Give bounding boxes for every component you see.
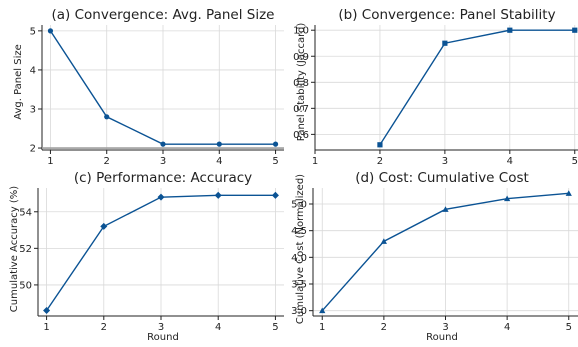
y-tick-label: 3.5 <box>291 280 307 291</box>
x-tick-label: 2 <box>381 322 387 333</box>
data-point <box>442 206 449 212</box>
data-point <box>507 27 513 33</box>
y-tick-label: 3 <box>30 104 36 115</box>
x-tick-label: 3 <box>442 322 448 333</box>
data-point <box>104 114 110 120</box>
data-point <box>272 141 279 147</box>
data-point <box>43 307 51 315</box>
x-tick-label: 5 <box>272 322 278 333</box>
x-tick-label: 1 <box>43 322 49 333</box>
y-tick-label: 0.7 <box>293 104 309 115</box>
data-point <box>565 190 572 196</box>
data-point <box>160 141 166 147</box>
chart-panel-convergence-avg-panel-size: (a) Convergence: Avg. Panel Size Avg. Pa… <box>13 7 284 167</box>
y-tick-label: 2 <box>30 144 36 155</box>
y-axis-label: Cumulative Accuracy (%) <box>9 186 20 312</box>
data-point <box>442 40 448 46</box>
y-axis-label: Cumulative Cost (Normalized) <box>295 174 306 324</box>
x-tick-label: 2 <box>101 322 107 333</box>
y-tick-label: 5.0 <box>291 200 307 211</box>
x-tick-label: 4 <box>504 322 510 333</box>
x-axis-label: Round <box>426 332 458 343</box>
x-tick-label: 3 <box>442 156 448 167</box>
y-tick-label: 50 <box>19 280 32 291</box>
y-tick-label: 52 <box>19 244 32 255</box>
x-tick-label: 1 <box>47 156 53 167</box>
y-tick-label: 4.0 <box>291 253 307 264</box>
y-tick-label: 0.9 <box>293 52 309 63</box>
x-tick-label: 4 <box>215 322 221 333</box>
grid <box>38 188 284 316</box>
x-axis-label: Round <box>147 332 179 343</box>
y-axis-label: Avg. Panel Size <box>13 44 24 120</box>
chart-title: (c) Performance: Accuracy <box>74 170 252 186</box>
chart-panel-convergence-panel-stability: (b) Convergence: Panel Stability Panel S… <box>293 7 578 167</box>
y-tick-label: 5 <box>30 26 36 37</box>
data-point <box>157 193 165 201</box>
x-tick-label: 4 <box>216 156 222 167</box>
x-tick-label: 5 <box>572 156 578 167</box>
chart-panel-performance-accuracy: (c) Performance: Accuracy Cumulative Acc… <box>9 170 284 343</box>
x-tick-label: 4 <box>507 156 513 167</box>
chart-title: (b) Convergence: Panel Stability <box>338 7 555 23</box>
y-tick-label: 4 <box>30 65 36 76</box>
y-tick-label: 3.0 <box>291 306 307 317</box>
y-tick-label: 0.8 <box>293 78 309 89</box>
data-point <box>214 191 222 199</box>
x-tick-label: 1 <box>319 322 325 333</box>
chart-panel-cost-cumulative-cost: (d) Cost: Cumulative Cost Cumulative Cos… <box>291 170 578 343</box>
x-tick-label: 5 <box>566 322 572 333</box>
y-tick-label: 1.0 <box>293 26 309 37</box>
x-tick-label: 5 <box>272 156 278 167</box>
y-axis-label: Panel Stability (Jaccard) <box>296 23 307 142</box>
y-tick-label: 54 <box>19 207 32 218</box>
x-tick-label: 2 <box>104 156 110 167</box>
chart-title: (a) Convergence: Avg. Panel Size <box>52 7 275 23</box>
grid <box>313 188 578 316</box>
data-point <box>380 238 387 244</box>
data-point <box>100 222 108 230</box>
series-line <box>379 29 575 146</box>
y-tick-label: 0.6 <box>293 130 309 141</box>
x-tick-label: 2 <box>377 156 383 167</box>
chart-title: (d) Cost: Cumulative Cost <box>355 170 529 186</box>
data-point <box>216 141 222 147</box>
data-point <box>47 28 54 34</box>
x-tick-label: 3 <box>160 156 166 167</box>
data-point <box>319 307 326 314</box>
data-point <box>572 27 578 33</box>
y-tick-label: 4.5 <box>291 226 307 237</box>
x-tick-label: 1 <box>312 156 318 167</box>
data-point <box>377 142 383 148</box>
data-point <box>504 195 511 202</box>
data-point <box>271 191 279 199</box>
grid <box>42 25 284 150</box>
x-tick-label: 3 <box>158 322 164 333</box>
